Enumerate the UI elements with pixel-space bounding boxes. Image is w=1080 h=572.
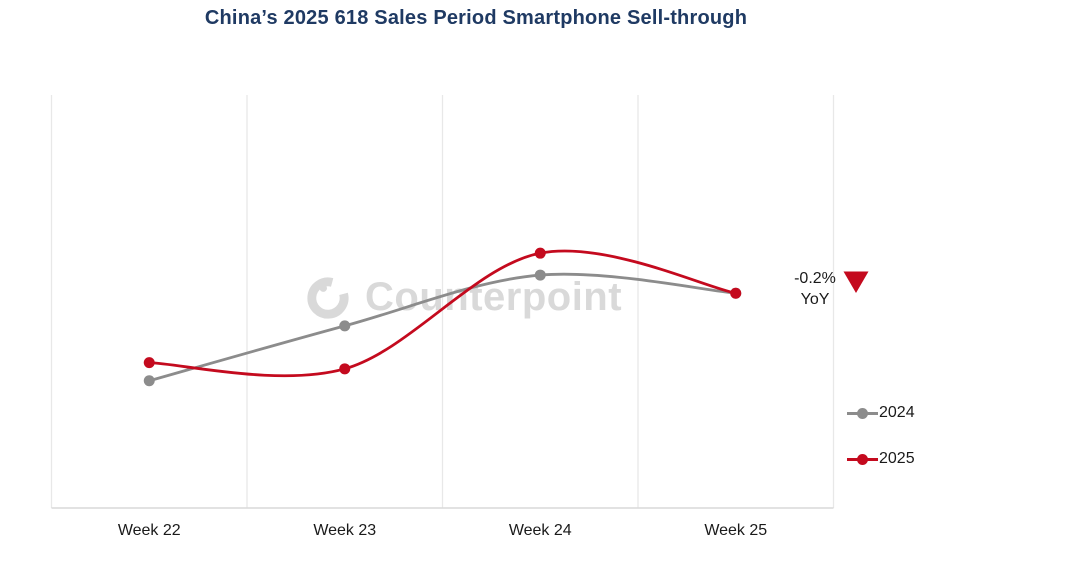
legend-swatch-2025: [847, 453, 878, 465]
series-line-2024: [148, 272, 736, 383]
yoy-annotation-value: -0.2%: [794, 270, 836, 287]
data-point-2024: [534, 269, 546, 281]
x-axis-label-week-23: Week 23: [313, 522, 377, 539]
x-axis-label-week-25: Week 25: [704, 522, 768, 539]
legend-label-2024: 2024: [879, 404, 915, 421]
x-axis-label-week-24: Week 24: [508, 522, 572, 539]
x-axis-label-week-22: Week 22: [117, 522, 181, 539]
data-point-2025: [730, 287, 742, 299]
yoy-annotation-label: YoY: [800, 291, 830, 308]
legend-swatch-2024: [847, 407, 878, 419]
data-point-2025: [143, 357, 155, 369]
chart-title: China’s 2025 618 Sales Period Smartphone…: [204, 7, 748, 29]
yoy-annotation: -0.2% YoY: [780, 268, 850, 310]
series-line-2025: [149, 249, 737, 378]
legend-label-2025: 2025: [879, 450, 915, 467]
data-point-2024: [143, 375, 155, 387]
counterpoint-logo-icon: [307, 277, 349, 319]
legend-item-2025: 2025: [847, 448, 915, 470]
data-point-2024: [339, 320, 351, 332]
data-point-2025: [534, 247, 546, 259]
yoy-down-triangle-icon: [843, 271, 869, 293]
legend: 2024 2025: [847, 402, 915, 470]
legend-item-2024: 2024: [847, 402, 915, 424]
data-point-2025: [339, 363, 351, 375]
